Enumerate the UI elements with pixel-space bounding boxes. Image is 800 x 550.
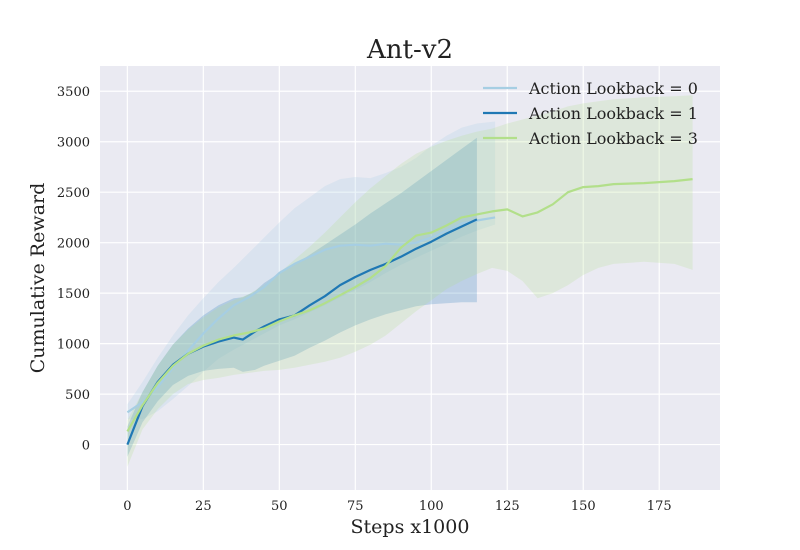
y-tick-label-0: 0 <box>82 439 90 454</box>
legend-label-2: Action Lookback = 3 <box>528 129 698 148</box>
grid-lines <box>100 66 720 490</box>
chart-title: Ant-v2 <box>366 35 453 65</box>
y-tick-label-4: 2000 <box>57 237 90 252</box>
legend-label-1: Action Lookback = 1 <box>528 104 698 123</box>
y-tick-label-6: 3000 <box>57 136 90 151</box>
y-axis-label: Cumulative Reward <box>27 183 49 374</box>
x-tick-label-5: 125 <box>495 499 520 514</box>
confidence-band-2 <box>127 95 693 467</box>
series-line-2 <box>126 178 693 432</box>
x-tick-label-0: 0 <box>123 499 131 514</box>
x-tick-label-2: 50 <box>271 499 288 514</box>
confidence-band-1 <box>127 137 477 457</box>
x-tick-label-7: 175 <box>647 499 672 514</box>
y-tick-label-5: 2500 <box>57 186 90 201</box>
legend: Action Lookback = 0 Action Lookback = 1 Ac… <box>483 79 698 148</box>
x-tick-label-6: 150 <box>571 499 596 514</box>
y-tick-label-1: 500 <box>65 388 90 403</box>
x-tick-label-4: 100 <box>419 499 444 514</box>
x-tick-label-1: 25 <box>195 499 212 514</box>
x-axis-label: Steps x1000 <box>351 516 470 538</box>
y-tick-label-2: 1000 <box>57 338 90 353</box>
legend-label-0: Action Lookback = 0 <box>528 79 698 98</box>
confidence-bands <box>127 95 693 467</box>
y-tick-labels: 0 500 1000 1500 2000 2500 3000 3500 <box>57 85 90 453</box>
x-tick-labels: 0 25 50 75 100 125 150 175 <box>123 499 671 514</box>
x-tick-label-3: 75 <box>347 499 364 514</box>
series-lines <box>126 178 693 446</box>
confidence-band-0 <box>127 121 496 420</box>
y-tick-label-7: 3500 <box>57 85 90 100</box>
y-tick-label-3: 1500 <box>57 287 90 302</box>
series-line-0 <box>126 216 496 414</box>
